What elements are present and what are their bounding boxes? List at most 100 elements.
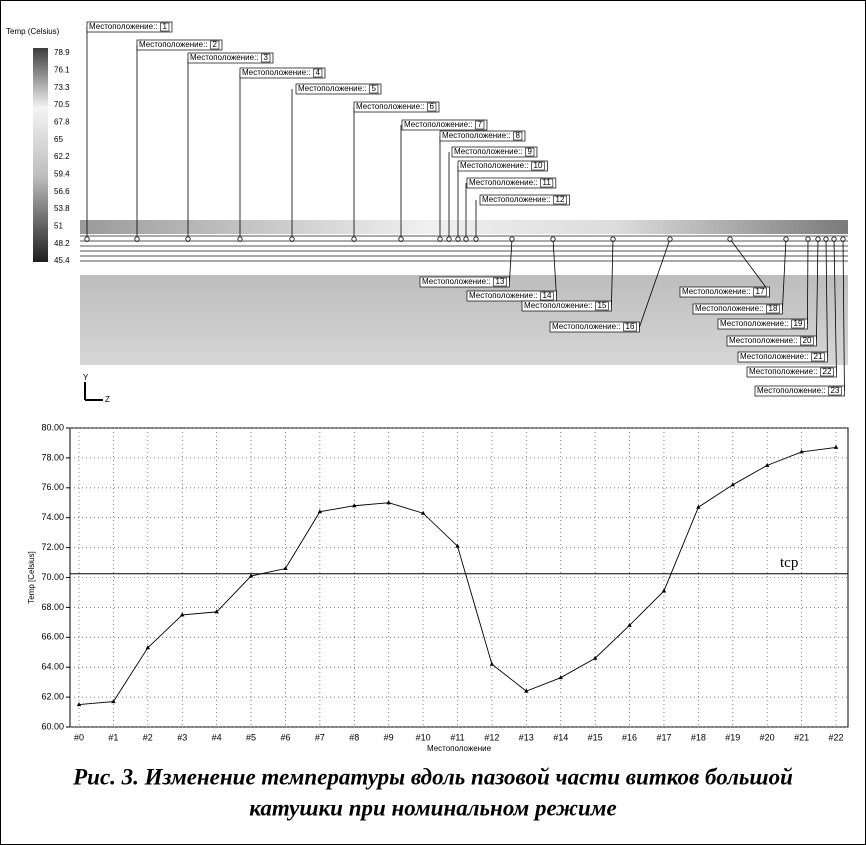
y-tick-label: 66.00 — [41, 632, 64, 642]
probe-label: Местоположение:: — [757, 386, 826, 395]
probe-point — [841, 237, 845, 241]
probe-label: Местоположение:: — [695, 304, 764, 313]
legend-tick-label: 51 — [54, 221, 63, 230]
figure: Temp (Celsius) Y Z Рис. 3. Изменение тем… — [0, 0, 866, 845]
probe-number: 14 — [543, 291, 552, 300]
x-tick-label: #3 — [177, 732, 187, 742]
legend-tick-label: 76.1 — [54, 65, 70, 74]
probe-point — [728, 237, 732, 241]
legend-tick-label: 78.9 — [54, 48, 70, 57]
y-tick-label: 76.00 — [41, 482, 64, 492]
probe-label: Местоположение:: — [460, 161, 529, 170]
legend-title: Temp (Celsius) — [6, 27, 60, 36]
x-tick-label: #1 — [108, 732, 118, 742]
probe-label: Местоположение:: — [720, 319, 789, 328]
probe-point — [806, 237, 810, 241]
x-tick-label: #8 — [349, 732, 359, 742]
y-tick-label: 70.00 — [41, 572, 64, 582]
legend-tick-label: 48.2 — [54, 239, 70, 248]
legend-tick-label: 65 — [54, 135, 63, 144]
probe-label: Местоположение:: — [139, 40, 208, 49]
y-tick-label: 72.00 — [41, 542, 64, 552]
probe-label: Местоположение:: — [524, 301, 593, 310]
probe-number: 22 — [823, 367, 832, 376]
probe-point — [668, 237, 672, 241]
probe-label: Местоположение:: — [469, 291, 538, 300]
probe-number: 15 — [598, 301, 607, 310]
probe-point — [611, 237, 615, 241]
probe-number: 4 — [316, 68, 321, 77]
legend-tick-label: 62.2 — [54, 152, 70, 161]
x-tick-label: #11 — [450, 732, 464, 742]
probe-label: Местоположение:: — [454, 147, 523, 156]
x-tick-label: #14 — [553, 732, 568, 742]
probe-point — [456, 237, 460, 241]
probe-number: 19 — [794, 319, 803, 328]
x-tick-label: #22 — [828, 732, 843, 742]
legend-tick-label: 59.4 — [54, 169, 70, 178]
x-tick-label: #7 — [315, 732, 325, 742]
probe-label: Местоположение:: — [404, 120, 473, 129]
y-axis-title: Temp [Celsius] — [27, 551, 36, 603]
probe-label: Местоположение:: — [740, 352, 809, 361]
probe-number: 2 — [213, 40, 218, 49]
y-tick-label: 74.00 — [41, 512, 64, 522]
x-tick-label: #13 — [519, 732, 534, 742]
probe-label: Местоположение:: — [749, 367, 818, 376]
probe-leader — [807, 239, 808, 324]
x-tick-label: #12 — [484, 732, 499, 742]
x-tick-label: #15 — [588, 732, 603, 742]
x-tick-label: #16 — [622, 732, 637, 742]
probe-number: 17 — [756, 287, 765, 296]
probe-number: 11 — [543, 178, 552, 187]
triad-y: Y — [83, 373, 89, 382]
probe-number: 23 — [831, 386, 840, 395]
x-tick-label: #6 — [280, 732, 290, 742]
x-tick-label: #18 — [691, 732, 706, 742]
probe-number: 6 — [430, 102, 435, 111]
x-axis-title: Местоположение — [427, 744, 492, 753]
probe-point — [238, 237, 242, 241]
probe-number: 3 — [264, 53, 269, 62]
legend-tick-label: 67.8 — [54, 117, 70, 126]
legend-tick-label: 73.3 — [54, 83, 70, 92]
probe-number: 21 — [814, 352, 823, 361]
probe-point — [135, 237, 139, 241]
x-tick-label: #10 — [416, 732, 431, 742]
probe-point — [824, 237, 828, 241]
caption-line: катушки при номинальном режиме — [249, 795, 617, 820]
x-tick-label: #5 — [246, 732, 256, 742]
x-tick-label: #0 — [74, 732, 84, 742]
color-bar — [33, 48, 48, 262]
x-tick-label: #9 — [384, 732, 394, 742]
probe-point — [290, 237, 294, 241]
probe-point — [464, 237, 468, 241]
probe-label: Местоположение:: — [356, 102, 425, 111]
legend-tick-label: 56.6 — [54, 187, 70, 196]
probe-number: 13 — [496, 277, 505, 286]
probe-point — [816, 237, 820, 241]
probe-number: 20 — [803, 336, 812, 345]
probe-point — [447, 237, 451, 241]
probe-number: 1 — [163, 22, 168, 31]
probe-label: Местоположение:: — [729, 336, 798, 345]
probe-point — [352, 237, 356, 241]
reference-label: tср — [780, 555, 798, 571]
probe-point — [186, 237, 190, 241]
probe-point — [474, 237, 478, 241]
probe-point — [438, 237, 442, 241]
x-tick-label: #4 — [212, 732, 222, 742]
probe-point — [551, 237, 555, 241]
probe-number: 18 — [769, 304, 778, 313]
probe-label: Местоположение:: — [242, 68, 311, 77]
probe-label: Местоположение:: — [422, 277, 491, 286]
x-tick-label: #19 — [725, 732, 740, 742]
probe-label: Местоположение:: — [89, 22, 158, 31]
caption-line: Рис. 3. Изменение температуры вдоль пазо… — [72, 764, 793, 789]
x-tick-label: #2 — [143, 732, 153, 742]
probe-number: 10 — [534, 161, 543, 170]
legend-tick-label: 70.5 — [54, 100, 70, 109]
probe-number: 16 — [626, 322, 635, 331]
probe-label: Местоположение:: — [442, 131, 511, 140]
probe-number: 8 — [516, 131, 521, 140]
